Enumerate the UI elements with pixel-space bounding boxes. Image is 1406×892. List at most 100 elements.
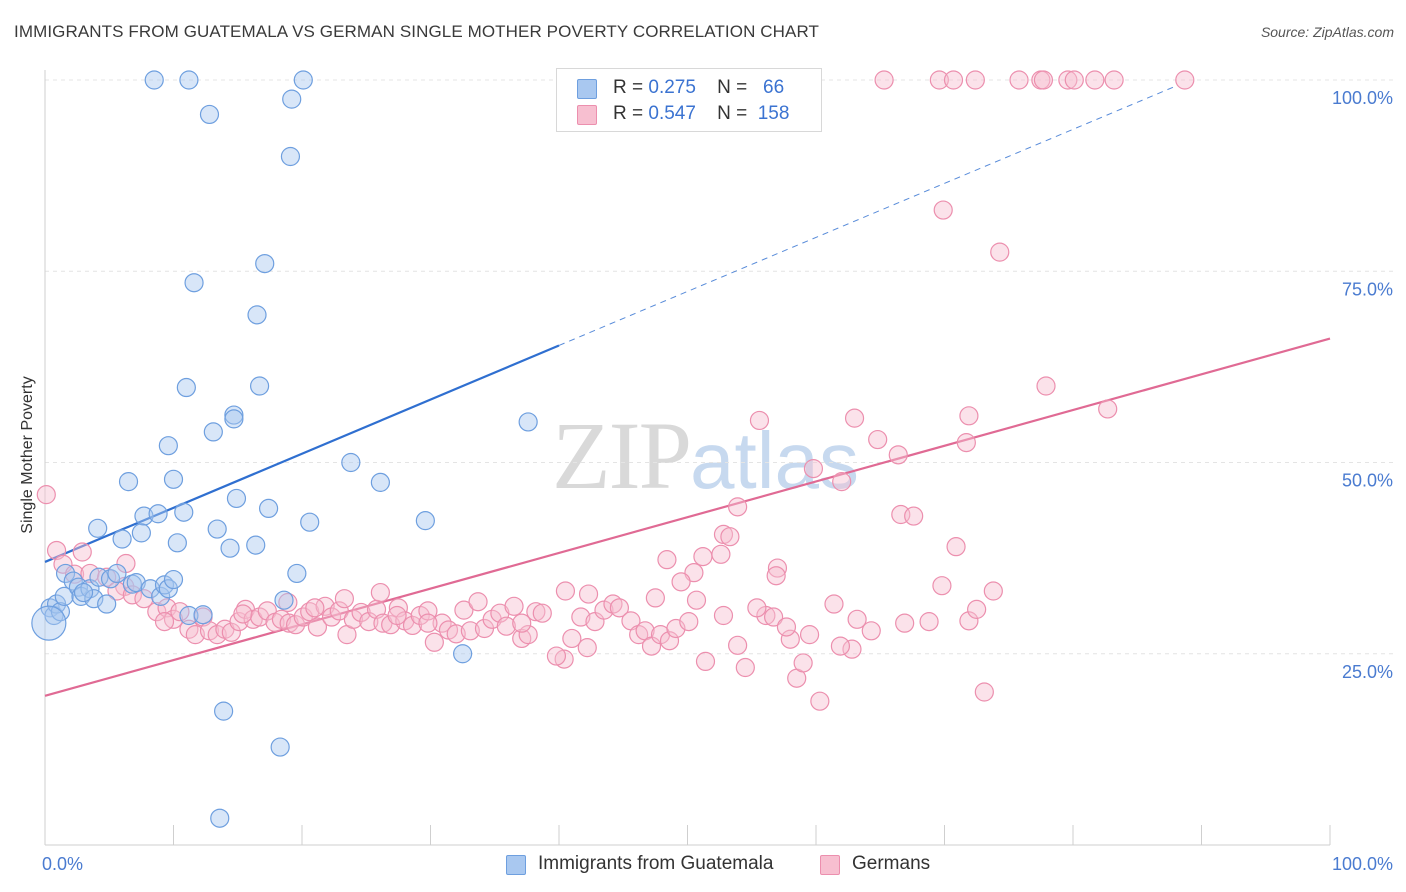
point-germans (154, 612, 175, 632)
point-germans (418, 613, 438, 633)
legend-n-label: N = (717, 103, 748, 124)
legend-r-label: R = (613, 103, 644, 124)
gridlines (45, 79, 1395, 655)
point-germans (824, 594, 844, 614)
point-guatemala (131, 523, 151, 543)
point-germans (185, 625, 205, 645)
point-germans (147, 602, 167, 622)
point-guatemala (126, 573, 146, 593)
point-germans (1098, 399, 1118, 419)
data-points (31, 70, 1195, 828)
point-germans (974, 682, 994, 702)
point-germans (888, 445, 908, 465)
legend-r-value: 0.547 (648, 103, 696, 124)
point-germans (932, 576, 952, 596)
point-germans (179, 619, 199, 639)
point-germans (554, 649, 574, 669)
point-germans (334, 589, 355, 609)
point-germans (735, 657, 755, 678)
point-germans (695, 651, 716, 672)
point-germans (763, 607, 784, 627)
point-germans (518, 625, 538, 645)
point-germans (370, 582, 390, 603)
point-germans (983, 581, 1003, 601)
point-germans (679, 612, 699, 632)
legend-r-value: 0.275 (648, 77, 696, 98)
point-germans (1009, 70, 1029, 90)
point-germans (305, 598, 325, 618)
point-germans (959, 406, 979, 426)
point-guatemala (151, 586, 171, 606)
point-germans (1036, 376, 1056, 396)
point-germans (847, 609, 867, 629)
bottom-legend-label-germans: Germans (852, 853, 931, 874)
point-germans (868, 429, 888, 450)
bottom-legend-label-guatemala: Immigrants from Guatemala (538, 853, 774, 874)
point-germans (555, 581, 576, 601)
point-germans (279, 613, 299, 633)
point-germans (946, 537, 966, 557)
point-guatemala (193, 605, 213, 625)
watermark-atlas: atlas (690, 416, 859, 505)
point-germans (895, 613, 915, 633)
point-germans (919, 612, 939, 632)
point-germans (929, 70, 949, 90)
point-guatemala (97, 594, 117, 614)
y-tick-label: 100.0% (1332, 88, 1393, 108)
point-germans (842, 639, 862, 659)
point-germans (249, 607, 270, 627)
point-guatemala (134, 506, 154, 526)
point-germans (122, 585, 142, 605)
point-germans (526, 602, 546, 622)
point-germans (387, 605, 407, 626)
point-guatemala (370, 472, 390, 492)
point-guatemala (158, 436, 178, 456)
stats-legend: R = 0.275 N = 66 R = 0.547 N = 158 (556, 68, 822, 132)
y-tick-label: 25.0% (1342, 662, 1393, 682)
point-germans (776, 617, 797, 637)
point-germans (221, 622, 241, 642)
point-germans (659, 631, 680, 651)
point-germans (460, 621, 480, 641)
point-guatemala (73, 582, 94, 603)
point-germans (233, 604, 253, 624)
legend-n-label: N = (717, 77, 748, 98)
point-germans (933, 200, 953, 220)
point-guatemala (167, 533, 187, 553)
point-germans (315, 596, 335, 616)
legend-r-label: R = (613, 77, 644, 98)
trend-line-extension (558, 85, 1176, 346)
point-guatemala (154, 575, 175, 595)
point-guatemala (214, 701, 234, 721)
point-germans (609, 598, 629, 618)
point-germans (454, 600, 474, 620)
point-germans (767, 558, 788, 578)
point-germans (300, 602, 320, 622)
point-guatemala (255, 254, 275, 274)
point-germans (1058, 70, 1078, 90)
point-germans (657, 550, 677, 570)
point-guatemala (174, 502, 194, 522)
point-guatemala (274, 590, 294, 610)
point-guatemala (287, 563, 307, 584)
point-guatemala (100, 569, 121, 589)
point-germans (1085, 70, 1105, 90)
watermark-zip: ZIP (552, 402, 692, 509)
legend-swatch-germans (577, 105, 597, 125)
point-germans (793, 653, 813, 673)
point-guatemala (203, 422, 223, 442)
point-germans (904, 506, 924, 526)
bottom-legend-swatch-germans (820, 855, 840, 875)
point-germans (578, 584, 599, 604)
point-guatemala (158, 579, 178, 599)
point-germans (577, 638, 597, 658)
point-guatemala (210, 808, 230, 828)
point-germans (307, 617, 328, 637)
point-germans (134, 589, 154, 609)
point-germans (956, 433, 976, 453)
point-guatemala (199, 104, 220, 125)
point-germans (810, 691, 830, 711)
point-germans (749, 410, 770, 431)
point-guatemala (280, 146, 301, 167)
point-germans (562, 628, 582, 649)
